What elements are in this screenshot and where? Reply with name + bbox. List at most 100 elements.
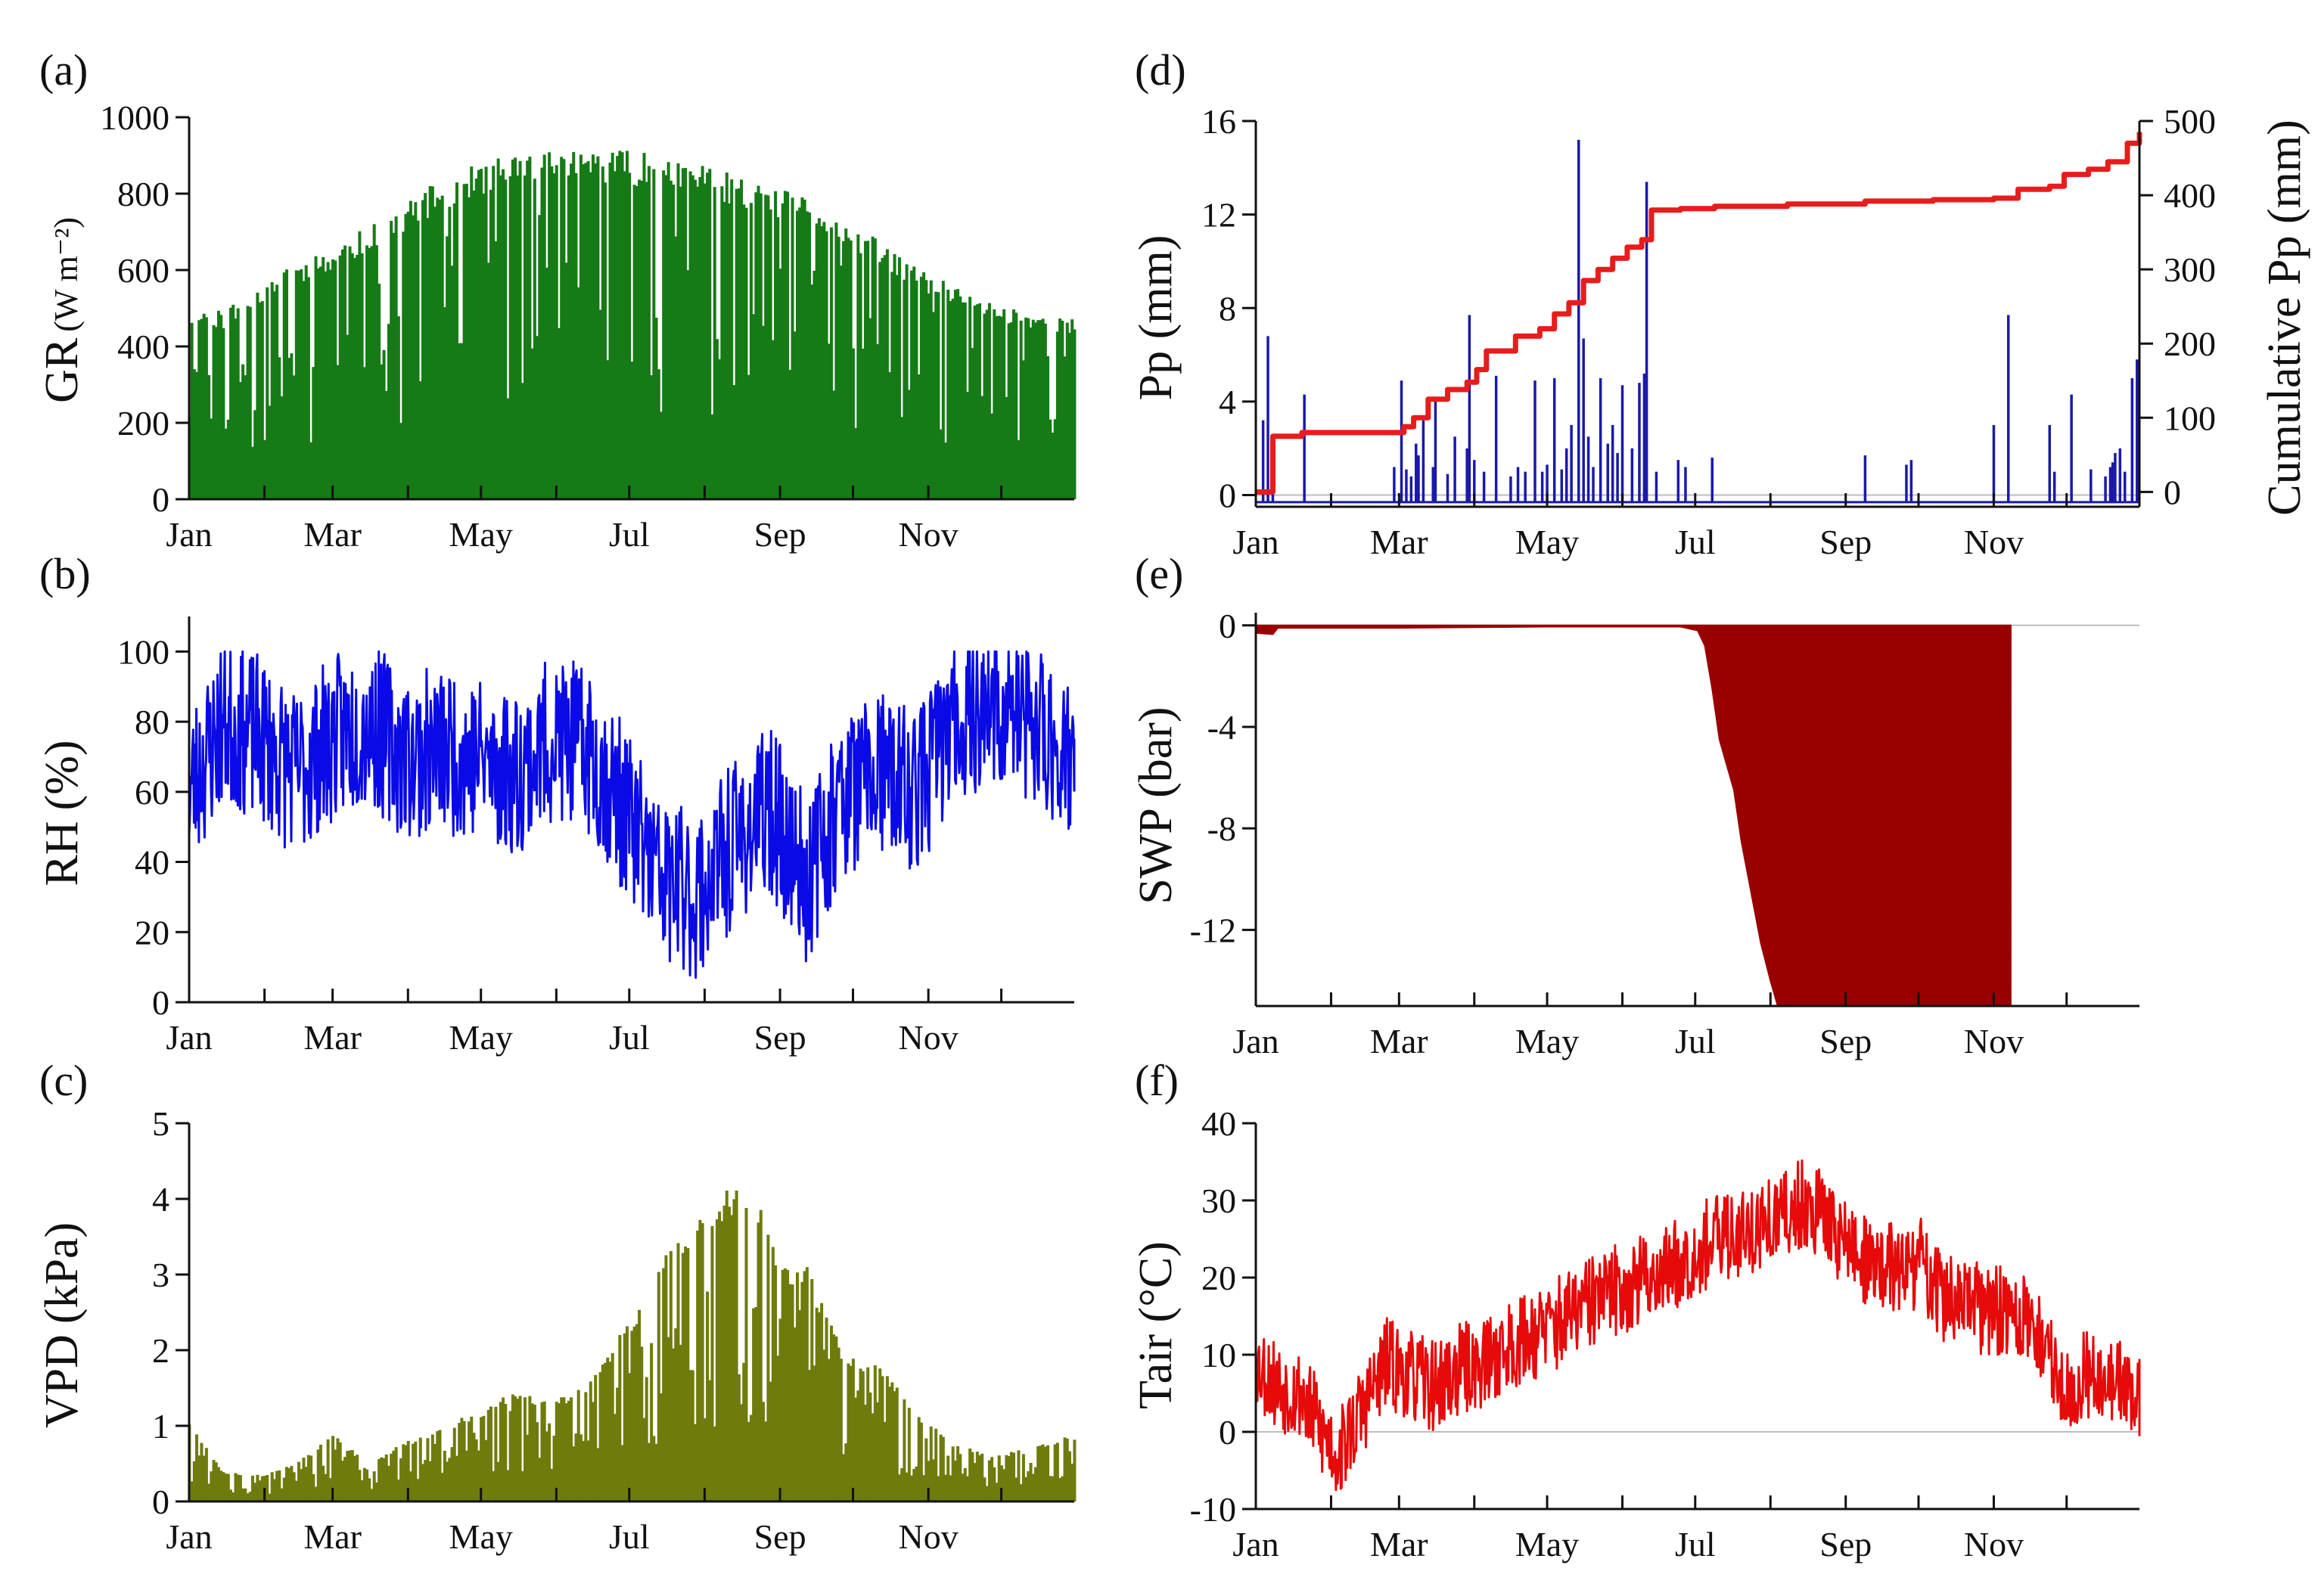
panel-c-bar [418,1437,422,1501]
panel-a-bar [837,236,840,499]
panel-c-bar [1014,1477,1018,1501]
panel-a-bar [458,343,461,499]
panel-a-bar [394,216,398,499]
panel-c-bar [965,1476,969,1501]
panel-c-bar [1005,1455,1008,1501]
panel-c-bar [941,1436,945,1501]
panel-f-ytick-label: 40 [1201,1104,1236,1143]
panel-c-bar [477,1450,480,1501]
panel-c-bar [368,1478,371,1501]
panel-a-bar [635,185,639,499]
panel-c-bar [306,1455,310,1501]
panel-a-bar [358,231,362,499]
panel-a-bar [430,186,434,499]
panel-a-bar [523,175,527,499]
panel-c-bar [878,1368,882,1501]
panel-c-bar [769,1381,772,1501]
panel-c-bar [847,1363,850,1501]
panel-a-bar [499,175,502,499]
panel-c-bar [732,1199,736,1501]
panel-c-bar [630,1331,634,1501]
panel-c-bar [270,1472,274,1501]
panel-c-bar [1031,1473,1035,1501]
panel-c-bar [832,1334,836,1501]
panel-c-bar [757,1222,760,1501]
panel-a-bar [684,168,688,499]
panel-a-bar [492,166,496,500]
panel-a-bar [747,374,750,499]
panel-a-bar [494,241,498,499]
panel-c-bar [564,1403,568,1501]
panel-d-ytick-label: 8 [1219,289,1236,328]
panel-c-bar [604,1362,607,1501]
panel-c-bar [895,1387,899,1501]
panel-e-xtick-label: May [1515,1022,1579,1060]
panel-a-bar [608,162,612,499]
panel-c-bar [202,1455,206,1501]
panel-c-bar [482,1415,486,1501]
panel-c-bar [234,1473,238,1501]
panel-c-bar [876,1402,880,1501]
panel-c-bar [542,1401,546,1501]
panel-a-bar [250,446,254,499]
panel-c-bar [817,1312,821,1501]
panel-a-bar [937,292,940,499]
panel-a-bar [406,211,410,499]
panel-c-bar [268,1493,272,1501]
panel-c-bar [275,1470,279,1501]
panel-a-bar [460,343,464,499]
panel-c-bar [416,1479,420,1501]
panel-c-bar [382,1458,386,1501]
panel-c-bar [492,1470,496,1501]
panel-c-bar [550,1468,554,1501]
panel-c-bar [438,1430,442,1501]
panel-c-bar [384,1454,388,1501]
panel-a-bar [903,279,906,499]
panel-c-bar [210,1471,213,1501]
panel-b-ytick-label: 0 [152,983,169,1022]
panel-c-bar [338,1442,342,1501]
panel-a-bar [468,197,471,499]
panel-c-bar [207,1483,211,1501]
panel-a-bar [516,175,520,500]
panel-a-bar [353,258,356,499]
panel-a-bar [346,334,350,499]
panel-c-bar [540,1402,544,1501]
panel-c-bar [302,1458,306,1501]
panel-c-bar [973,1463,977,1501]
panel-c-bar [893,1391,896,1501]
panel-c-bar [659,1393,663,1501]
panel-a-bar [611,152,614,499]
panel-a-bar [931,312,935,499]
panel-c-bar [353,1455,356,1501]
panel-a-bar [769,209,772,499]
panel-c-bar [759,1209,763,1501]
panel-b-xtick-label: Mar [303,1018,362,1057]
panel-a-bar [258,302,262,499]
panel-d-y2tick-label: 300 [2164,250,2216,289]
panel-a-bar [696,186,700,499]
panel-b-ytick-label: 80 [135,703,169,741]
panel-c-bar [518,1396,522,1501]
panel-a-bar [591,154,595,499]
panel-c-bar [983,1477,987,1501]
panel-a-bar [890,272,894,499]
panel-a-bar [606,360,610,499]
panel-c-bar [318,1444,322,1501]
panel-c-bar [1043,1446,1047,1501]
panel-a-bar [949,300,952,499]
panel-c-bar [462,1421,466,1501]
panel-c-bar [776,1355,780,1501]
panel-c-bar [516,1399,520,1501]
panel-c-xtick-label: Mar [303,1517,362,1556]
panel-c-bar [949,1475,952,1501]
panel-c-bar [468,1421,471,1501]
panel-c-bar [409,1471,412,1501]
panel-f-label: (f) [1135,1056,1179,1105]
panel-c-bar [781,1269,785,1501]
panel-a-bar [744,207,748,499]
panel-c-bar [713,1426,716,1501]
panel-a-bar [268,405,272,499]
panel-a-bar [560,157,564,499]
panel-d-cumulative-line [1256,132,2142,495]
